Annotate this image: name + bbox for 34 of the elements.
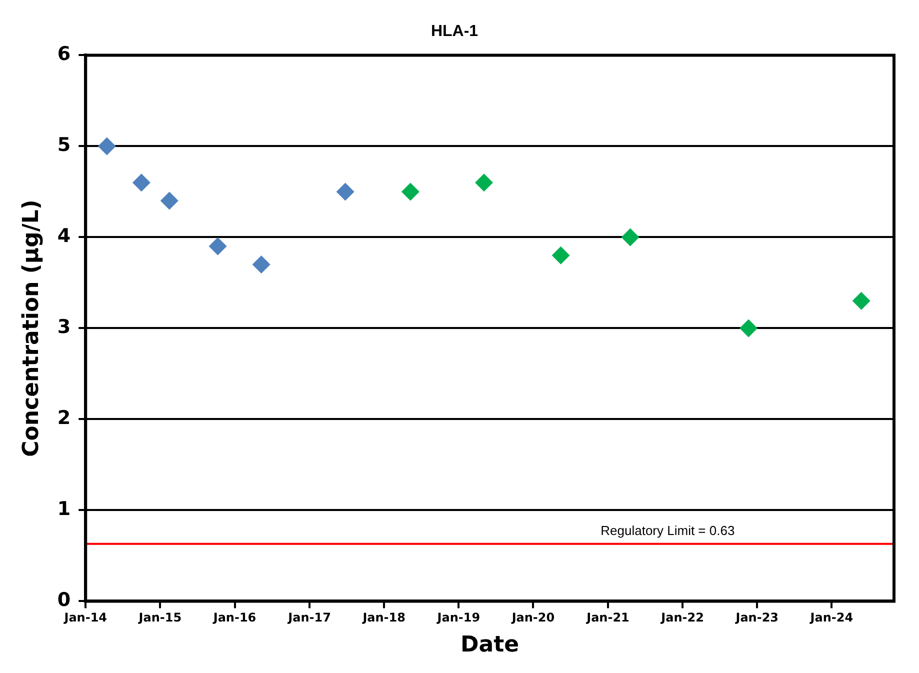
x-tick-label: Jan-16 [212, 610, 256, 625]
x-tick-label: Jan-15 [138, 610, 182, 625]
chart-title: HLA-1 [430, 23, 478, 40]
x-tick-label: Jan-20 [510, 610, 555, 625]
y-tick-label: 6 [57, 43, 71, 66]
x-tick-label: Jan-14 [63, 610, 108, 625]
point [474, 174, 493, 192]
y-tick-label: 0 [57, 589, 71, 612]
x-tick-label: Jan-19 [436, 610, 480, 625]
y-tick-label: 3 [57, 316, 71, 338]
point [252, 256, 270, 274]
point [98, 137, 116, 156]
point [208, 237, 227, 256]
point [740, 319, 758, 338]
point [552, 246, 570, 264]
x-tick-label: Jan-21 [586, 610, 630, 625]
x-axis-title: Date [460, 632, 520, 658]
x-tick-label: Jan-22 [660, 610, 704, 625]
y-tick-label: 1 [57, 498, 71, 520]
point [401, 182, 420, 201]
y-axis-title: Concentration (µg/L) [18, 200, 44, 457]
point [132, 174, 150, 192]
y-tick-label: 4 [57, 225, 71, 248]
y-tick-label: 5 [57, 134, 71, 156]
x-tick-label: Jan-17 [287, 610, 331, 625]
point [160, 192, 178, 210]
point [621, 228, 640, 246]
x-tick-label: Jan-18 [362, 610, 406, 625]
x-tick-label: Jan-24 [809, 610, 854, 625]
y-tick-label: 2 [57, 407, 71, 430]
x-tick-label: Jan-23 [734, 610, 779, 625]
point [852, 292, 870, 310]
point [336, 182, 354, 201]
ref-line-label: Regulatory Limit = 0.63 [600, 522, 735, 538]
